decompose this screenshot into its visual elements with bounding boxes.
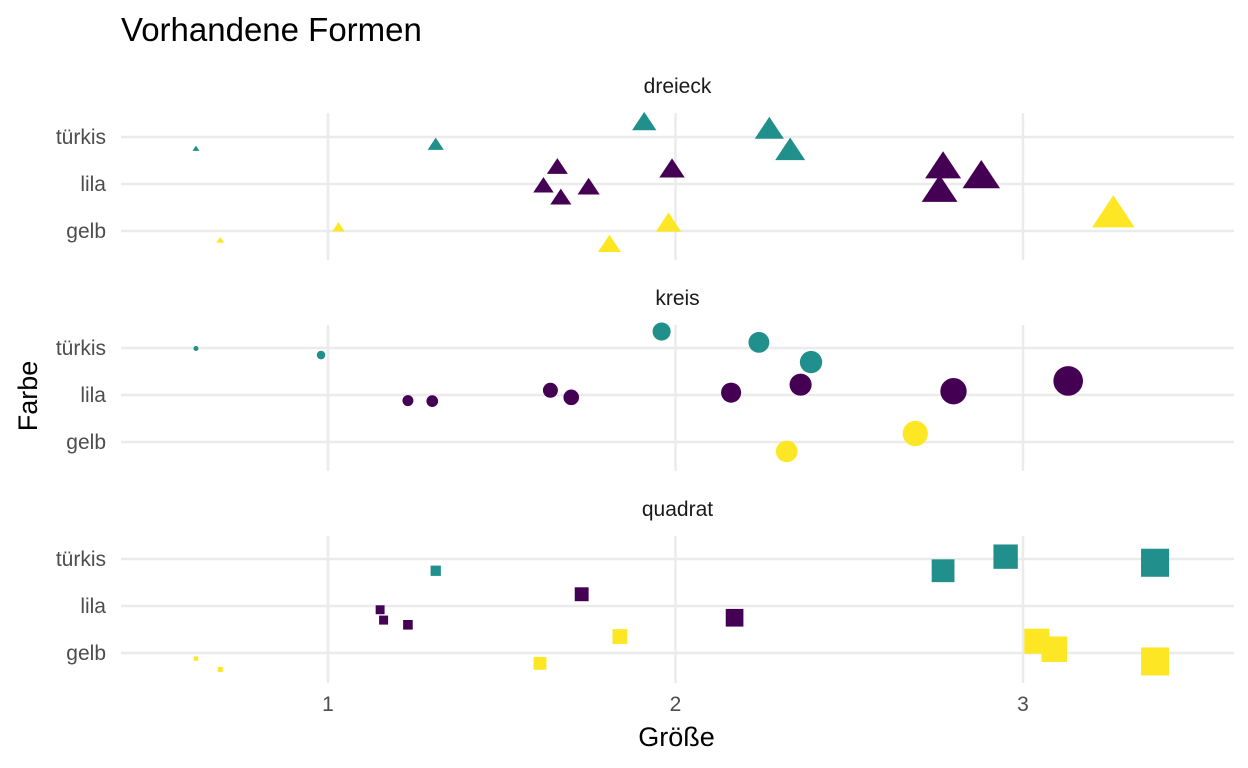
chart-title: Vorhandene Formen: [121, 11, 422, 48]
y-tick-label: lila: [80, 384, 106, 407]
data-point: [940, 378, 967, 405]
data-point: [799, 350, 823, 374]
data-point: [332, 222, 345, 232]
data-point: [577, 177, 600, 195]
y-tick-label: türkis: [56, 548, 106, 571]
data-point: [316, 350, 326, 360]
data-point: [993, 544, 1018, 569]
data-point: [902, 420, 928, 447]
data-point: [921, 174, 958, 202]
data-point: [216, 236, 225, 243]
facet-panel-quadrat: quadrat gelb lila türkis: [56, 498, 1234, 683]
data-point: [1141, 647, 1170, 676]
data-point: [655, 212, 682, 232]
y-tick-label: türkis: [56, 337, 106, 360]
facet-panel-kreis: kreis gelb lila türkis: [56, 287, 1234, 471]
data-point: [192, 145, 200, 151]
data-point: [962, 160, 1001, 189]
x-tick-label: 3: [1017, 693, 1029, 716]
y-tick-label: lila: [80, 595, 106, 618]
x-axis-ticks: 1 2 3: [322, 693, 1029, 716]
facet-panels: dreieck gelb lila türkis kreis gelb lila türkis…: [56, 75, 1234, 683]
y-tick-label: gelb: [66, 220, 106, 243]
data-point: [426, 395, 439, 407]
data-point: [574, 587, 589, 602]
facet-strip-label: quadrat: [642, 498, 713, 521]
data-point: [612, 629, 628, 644]
facet-panel-dreieck: dreieck gelb lila türkis: [56, 75, 1234, 260]
y-tick-label: gelb: [66, 431, 106, 454]
data-point: [789, 373, 812, 396]
data-point: [652, 322, 671, 341]
data-point: [925, 151, 962, 179]
data-point: [533, 656, 547, 670]
data-point: [546, 158, 568, 174]
data-point: [550, 188, 572, 205]
data-point: [725, 608, 744, 627]
y-tick-label: gelb: [66, 642, 106, 665]
data-point: [597, 234, 621, 253]
x-tick-label: 2: [670, 693, 682, 716]
data-point: [1041, 636, 1068, 663]
data-point: [193, 345, 199, 351]
data-point: [379, 615, 389, 625]
data-point: [533, 177, 554, 193]
y-tick-label: lila: [80, 173, 106, 196]
x-tick-label: 1: [322, 693, 334, 716]
data-point: [1053, 366, 1083, 396]
data-point: [931, 559, 955, 583]
facet-strip-label: kreis: [655, 287, 699, 310]
data-point: [193, 656, 199, 661]
data-point: [1141, 548, 1170, 577]
data-point: [748, 331, 770, 353]
data-point: [403, 619, 413, 630]
data-point: [430, 565, 441, 576]
data-point: [754, 116, 784, 139]
data-point: [563, 389, 580, 406]
data-point: [775, 137, 806, 161]
data-point: [542, 382, 558, 398]
data-point: [775, 440, 798, 463]
facet-strip-label: dreieck: [644, 75, 712, 98]
y-tick-label: türkis: [56, 126, 106, 149]
data-point: [632, 111, 657, 131]
data-point: [217, 666, 223, 672]
data-point: [375, 605, 385, 615]
data-point: [427, 137, 444, 150]
data-point: [659, 158, 685, 178]
y-axis-title: Farbe: [13, 361, 43, 432]
data-point: [402, 395, 414, 407]
data-point: [1092, 195, 1135, 228]
data-point: [721, 382, 742, 403]
x-axis-title: Größe: [638, 722, 715, 752]
